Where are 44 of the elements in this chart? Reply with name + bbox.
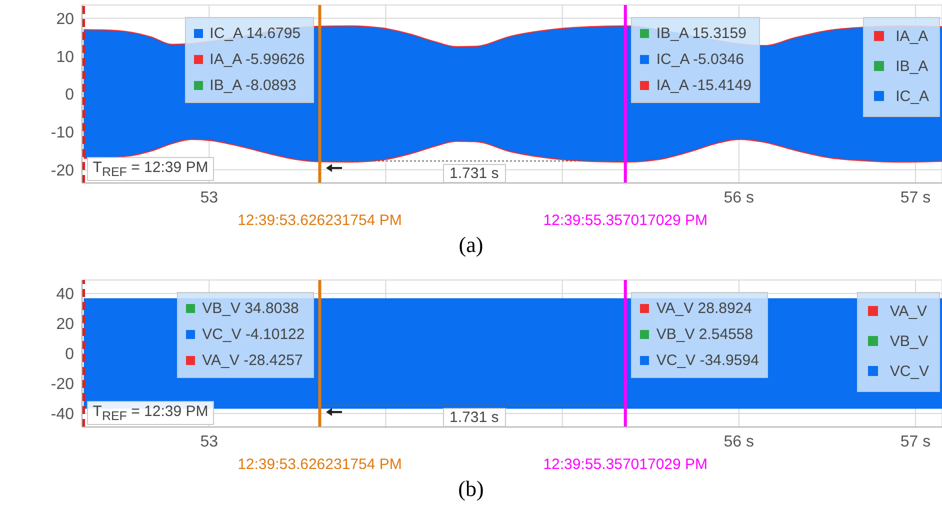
legend-label: IB_A [894, 57, 929, 77]
annotation: IC_A 14.6795 [208, 24, 302, 44]
annotation: VB_V 2.54558 [655, 325, 754, 345]
annotation: VB_V 34.8038 [201, 299, 300, 319]
legend-label: VA_V [888, 302, 928, 322]
y-tick-label: -40 [50, 406, 74, 424]
x-tick-label: 57 s [900, 189, 931, 206]
annotation: VA_V -28.4257 [201, 351, 304, 371]
y-tick-label: 0 [65, 346, 74, 364]
legend-label: IC_A [894, 87, 929, 107]
y-tick-label: -20 [50, 376, 74, 394]
annotation: IA_A -15.4149 [655, 76, 752, 96]
x-tick-label: 56 s [724, 189, 754, 206]
annotation: VA_V 28.8924 [655, 299, 753, 319]
y-tick-label: -10 [50, 124, 74, 142]
legend-label: VC_V [888, 362, 929, 382]
annotation: IB_A 15.3159 [655, 24, 748, 44]
ref-line-label: 12:39:55.357017029 PM [543, 456, 708, 473]
y-tick-label: 20 [56, 10, 74, 28]
y-tick-label: 40 [56, 286, 74, 304]
y-tick-label: 0 [65, 86, 74, 104]
annotation: T$_{REF}$ = 12:39 PM [86, 157, 214, 181]
annotation: 1.731 s [442, 408, 506, 427]
annotation: IA_A -5.99626 [208, 50, 305, 70]
text: (b) [457, 476, 485, 502]
annotation: IC_A -5.0346 [655, 50, 745, 70]
ref-line-label: 12:39:55.357017029 PM [543, 212, 708, 229]
y-tick-label: 20 [56, 316, 74, 334]
ref-line-label: 12:39:53.626231754 PM [238, 456, 402, 473]
x-tick-label: 53 [200, 189, 218, 206]
legend-label: VB_V [888, 332, 929, 352]
y-tick-label: 10 [56, 48, 74, 66]
annotation: VC_V -4.10122 [201, 325, 305, 345]
y-tick-label: -20 [50, 162, 74, 180]
x-tick-label: 57 s [900, 433, 931, 450]
annotation: IB_A -8.0893 [208, 76, 298, 96]
text: (a) [458, 232, 484, 258]
x-tick-label: 56 s [724, 433, 754, 450]
annotation: 1.731 s [442, 164, 506, 183]
legend-label: IA_A [894, 27, 929, 47]
x-tick-label: 53 [200, 433, 218, 450]
annotation: T$_{REF}$ = 12:39 PM [86, 401, 214, 425]
ref-line-label: 12:39:53.626231754 PM [238, 212, 402, 229]
annotation: VC_V -34.9594 [655, 351, 759, 371]
